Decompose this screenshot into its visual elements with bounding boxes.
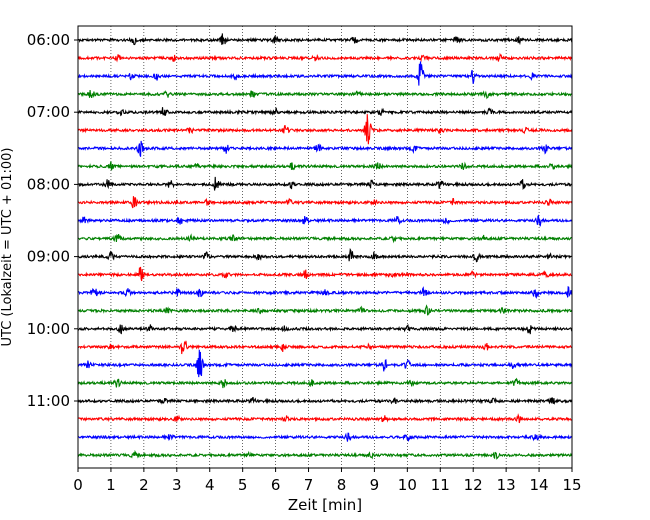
seismic-trace [77, 140, 573, 157]
seismic-trace [77, 413, 573, 424]
x-tick-label: 15 [562, 476, 581, 494]
x-tick-label: 2 [139, 476, 149, 494]
seismic-trace [77, 89, 573, 100]
y-axis: 06:00 07:00 08:00 09:00 10:00 11:00 [27, 31, 78, 410]
x-tick-label: 5 [238, 476, 248, 494]
x-axis: 0 1 2 3 4 5 6 7 8 9 10 11 12 13 14 15 [73, 468, 582, 494]
x-tick-label: 0 [73, 476, 83, 494]
x-tick-label: 1 [106, 476, 116, 494]
seismic-trace [77, 396, 573, 405]
plot-frame [77, 25, 573, 469]
seismic-trace [77, 377, 573, 389]
seismic-trace [77, 324, 573, 335]
seismic-trace [77, 340, 573, 355]
x-tick-label: 10 [398, 476, 417, 494]
x-tick-label: 14 [530, 476, 549, 494]
x-tick-label: 9 [370, 476, 380, 494]
seismic-trace [77, 107, 573, 117]
y-tick-label: 09:00 [27, 248, 70, 266]
seismic-trace [78, 304, 573, 316]
seismic-trace [77, 449, 573, 460]
seismic-trace [77, 266, 573, 282]
seismic-trace [77, 176, 573, 191]
seismic-trace [77, 196, 573, 209]
y-tick-label: 07:00 [27, 103, 70, 121]
seismic-trace [77, 214, 573, 227]
x-tick-label: 7 [304, 476, 314, 494]
x-tick-label: 11 [431, 476, 450, 494]
y-tick-label: 06:00 [27, 31, 70, 49]
seismic-trace [77, 33, 573, 46]
seismic-trace [77, 161, 573, 171]
seismic-trace [77, 432, 573, 442]
x-axis-label: Zeit [min] [288, 496, 362, 514]
seismic-trace [77, 286, 573, 299]
x-tick-label: 6 [271, 476, 281, 494]
y-axis-label: UTC (Lokalzeit = UTC + 01:00) [0, 148, 15, 347]
seismic-trace [77, 349, 573, 378]
x-tick-label: 4 [205, 476, 215, 494]
seismic-trace [77, 52, 573, 63]
x-tick-label: 13 [497, 476, 516, 494]
traces [77, 33, 573, 460]
x-tick-label: 3 [172, 476, 182, 494]
y-tick-label: 08:00 [27, 175, 70, 193]
seismic-trace [77, 114, 573, 145]
x-tick-label: 8 [337, 476, 347, 494]
y-tick-label: 10:00 [27, 320, 70, 338]
seismic-trace [77, 61, 573, 86]
x-tick-label: 12 [464, 476, 483, 494]
seismic-trace [77, 247, 573, 263]
seismic-trace [77, 233, 573, 244]
y-tick-label: 11:00 [27, 392, 70, 410]
